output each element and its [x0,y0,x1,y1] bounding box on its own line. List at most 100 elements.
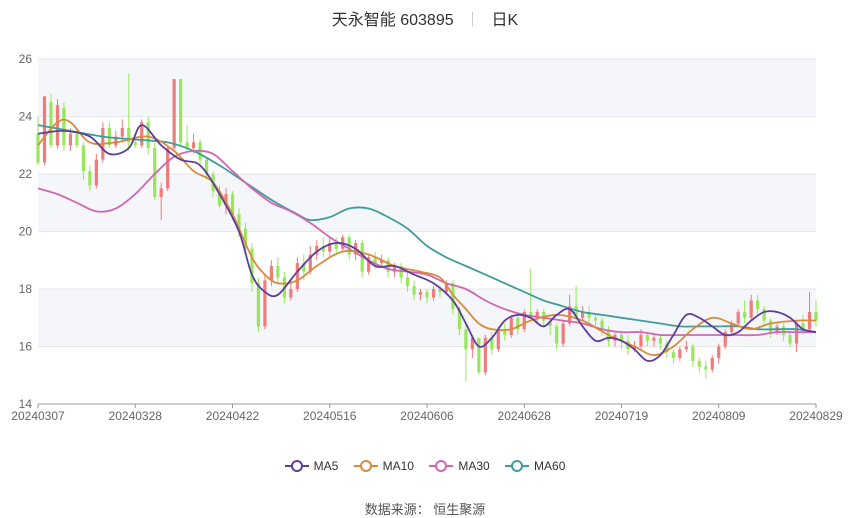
x-tick-label: 20240516 [303,409,357,423]
legend-marker-ma60 [505,460,530,472]
legend-item-ma10[interactable]: MA10 [353,459,414,473]
candle-body [114,136,118,146]
candle-body [535,312,539,318]
candle-body [431,289,436,298]
candle-body [496,329,500,350]
candle-body [140,122,144,146]
ma-line-ma60 [37,124,817,333]
candle-body [600,320,604,330]
y-tick-label: 26 [19,52,33,66]
candle-body [548,320,552,327]
candle-body [464,329,468,350]
x-tick-label: 20240809 [692,409,746,423]
candle-body [204,159,209,174]
candle-body [243,228,248,249]
data-source: 数据来源： 恒生聚源 [364,502,486,517]
candle-body [263,280,267,327]
candle-body [295,263,299,289]
candle-body [516,317,520,330]
candle-body [652,337,656,341]
candle-body [412,286,416,295]
candle-body [179,79,183,143]
x-tick-label: 20240628 [498,409,552,423]
legend-item-ma30[interactable]: MA30 [429,459,490,473]
candle-body [619,335,624,341]
candle-body [256,283,261,327]
candle-body [146,122,150,149]
candle-body [522,312,526,330]
candle-body [269,266,273,281]
legend-marker-ma10 [353,460,378,472]
candle-body [756,300,760,310]
candle-body [645,335,650,341]
candle-body [88,171,92,186]
candle-body [49,102,53,146]
y-tick-label: 18 [19,282,33,296]
candle-body [697,360,701,367]
candle-body [801,323,805,330]
candle-body [230,194,235,215]
x-tick-label: 20240719 [595,409,649,423]
candle-body [62,107,66,146]
candle-body [120,128,124,137]
candle-body [328,243,332,252]
candle-body [568,306,572,324]
candle-body [224,194,228,206]
candle-body [367,257,371,272]
candle-body [691,346,695,361]
candle-body [392,266,397,272]
candle-body [444,283,449,292]
candle-body [593,317,598,321]
candle-body [159,188,163,197]
x-tick-label: 20240606 [400,409,454,423]
candle-body [133,142,137,146]
candle-body [172,79,176,149]
candle-body [418,291,423,295]
candle-body [36,133,40,163]
candle-body [788,335,792,344]
candle-body [632,346,637,350]
candle-body [574,306,578,318]
candle-body [405,277,410,287]
y-tick-label: 24 [19,110,33,124]
candle-body [769,320,773,333]
candle-body [42,96,47,163]
candle-body [276,266,280,278]
candle-body [373,257,377,264]
y-tick-label: 22 [19,167,33,181]
candle-body [710,358,714,370]
candle-body [185,142,189,149]
ma-line-ma5 [37,124,817,362]
candle-body [529,312,533,318]
candle-body [315,245,319,255]
legend-item-ma5[interactable]: MA5 [284,459,339,473]
candle-body [743,312,747,318]
candle-body [671,352,675,358]
y-tick-label: 14 [19,397,33,411]
candle-body [127,128,131,143]
candle-body [470,337,474,350]
y-tick-label: 16 [19,340,33,354]
chart-title-name: 天永智能 603895 [331,12,454,29]
candle-body [749,300,753,318]
x-tick-label: 20240328 [109,409,163,423]
candle-body [308,254,312,272]
candle-body [665,343,669,353]
candle-body [166,148,170,189]
candle-body [509,317,513,335]
legend-item-ma60[interactable]: MA60 [505,459,565,473]
legend-label-ma10: MA10 [382,459,414,473]
legend-label-ma5: MA5 [313,459,339,473]
candle-body [658,337,662,344]
candle-body [192,142,196,149]
candle-body [438,289,442,292]
candle-body [75,133,79,146]
candle-body [237,214,241,229]
candle-body [814,312,818,321]
candle-body [321,245,325,252]
x-tick-label: 20240422 [206,409,260,423]
grid-band [38,59,816,117]
candle-body [217,191,222,206]
candle-body [678,349,682,358]
